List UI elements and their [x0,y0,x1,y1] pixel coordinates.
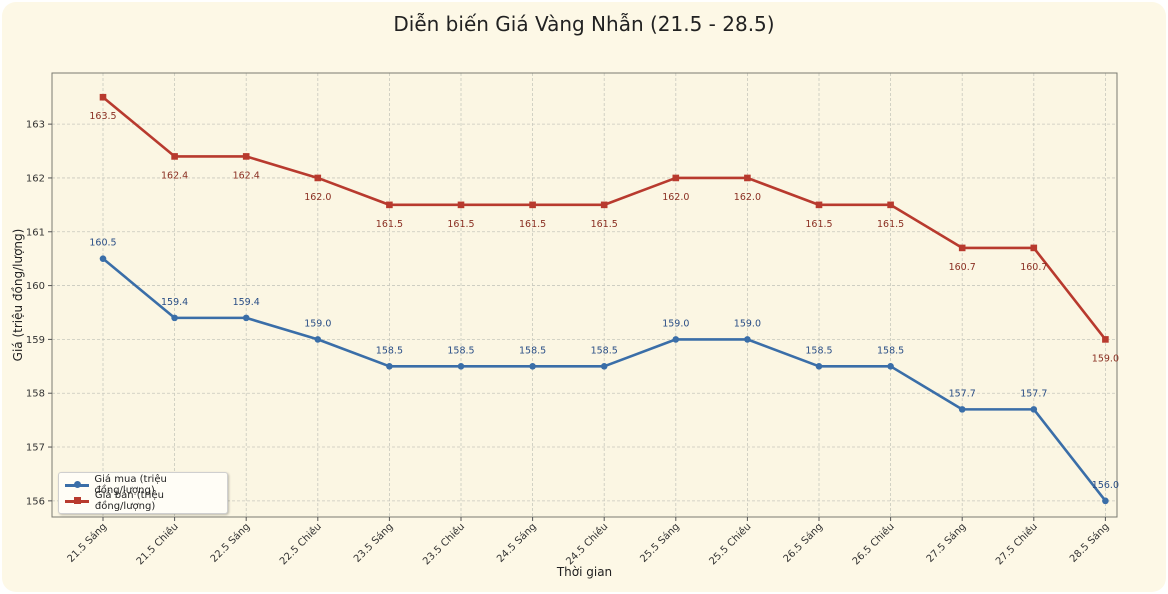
data-label: 160.7 [949,262,976,273]
y-tick-label: 161 [26,227,45,238]
data-point [171,153,178,160]
x-tick-label: 28.5 Sáng [1067,521,1111,565]
data-point [672,174,680,182]
x-tick-label: 22.5 Sáng [208,521,252,565]
legend-swatch-buy [65,478,89,492]
data-point [314,336,322,343]
data-label: 157.7 [949,388,976,399]
data-point [744,174,751,182]
data-point [887,201,894,209]
y-tick-label: 163 [26,120,45,131]
data-point [672,336,680,343]
data-label: 159.0 [734,318,761,329]
legend-label-buy: Giá mua (triệu đồng/lượng) [94,474,167,496]
data-point [815,363,823,370]
data-point [457,363,465,370]
data-label: 158.5 [591,345,618,356]
legend-swatch-sell [65,494,89,508]
data-label: 157.7 [1020,388,1047,399]
data-label: 158.5 [877,345,904,356]
data-label: 159.0 [304,318,331,329]
data-label: 159.4 [161,297,188,308]
plot-area [52,73,1117,517]
data-label: 162.4 [161,170,188,181]
data-label: 160.5 [89,238,116,249]
x-tick-label: 23.5 Chiều [420,521,467,568]
data-point [600,201,608,209]
x-tick-label: 27.5 Sáng [924,521,968,565]
data-label: 163.5 [89,111,116,122]
legend-item-buy: Giá mua (triệu đồng/lượng) [65,474,227,496]
data-point [242,153,250,160]
legend-item-sell: Giá bán (triệu đồng/lượng) [65,490,227,512]
data-point [815,201,823,209]
x-tick-label: 27.5 Chiều [993,521,1040,568]
data-label: 162.4 [233,170,260,181]
data-point [958,244,966,252]
data-point [242,314,250,322]
x-tick-label: 21.5 Chiều [134,521,181,568]
data-point [529,201,536,209]
data-label: 158.5 [805,345,832,356]
data-label: 158.5 [376,345,403,356]
chart-legend: Giá mua (triệu đồng/lượng) Giá bán (triệ… [58,472,228,514]
data-point [1030,244,1038,252]
x-axis-label: Thời gian [556,565,612,579]
data-point [1102,336,1109,343]
x-tick-label: 26.5 Chiều [850,521,897,568]
data-point [958,406,966,413]
legend-label-sell: Giá bán (triệu đồng/lượng) [94,490,164,512]
x-tick-label: 22.5 Chiều [277,521,324,568]
y-tick-label: 158 [26,389,45,400]
data-label: 159.0 [1092,353,1119,364]
data-label: 161.5 [877,219,904,230]
x-tick-label: 25.5 Sáng [638,521,682,565]
data-point [171,314,178,322]
data-label: 161.5 [591,219,618,230]
data-label: 161.5 [447,219,474,230]
data-point [386,201,393,209]
y-tick-label: 159 [26,335,45,346]
data-label: 160.7 [1020,262,1047,273]
chart-title: Diễn biến Giá Vàng Nhẫn (21.5 - 28.5) [393,12,775,36]
plot-frame [51,72,1118,518]
x-tick-label: 23.5 Sáng [351,521,395,565]
y-tick-label: 157 [26,443,45,454]
data-point [1102,497,1109,505]
x-tick-label: 26.5 Sáng [781,521,825,565]
data-point [99,255,107,262]
data-point [386,363,393,370]
data-label: 158.5 [447,345,474,356]
data-point [600,363,608,370]
data-point [99,93,107,101]
data-label: 161.5 [376,219,403,230]
data-point [1030,406,1038,413]
data-label: 162.0 [662,192,689,203]
x-tick-label: 21.5 Sáng [65,521,109,565]
x-tick-label: 24.5 Sáng [494,521,538,565]
data-label: 161.5 [805,219,832,230]
data-label: 162.0 [734,192,761,203]
y-tick-label: 162 [26,173,45,184]
data-label: 159.0 [662,318,689,329]
data-point [887,363,894,370]
data-label: 161.5 [519,219,546,230]
x-tick-label: 25.5 Chiều [707,521,754,568]
y-tick-label: 160 [26,281,45,292]
x-tick-label: 24.5 Chiều [564,521,611,568]
data-point [529,363,536,370]
data-point [314,174,322,182]
y-tick-label: 156 [26,496,45,507]
data-label: 159.4 [233,297,260,308]
data-label: 158.5 [519,345,546,356]
y-axis-label: Giá (triệu đồng/lượng) [11,229,25,362]
data-point [457,201,465,209]
data-point [744,336,751,343]
data-label: 162.0 [304,192,331,203]
data-label: 156.0 [1092,480,1119,491]
